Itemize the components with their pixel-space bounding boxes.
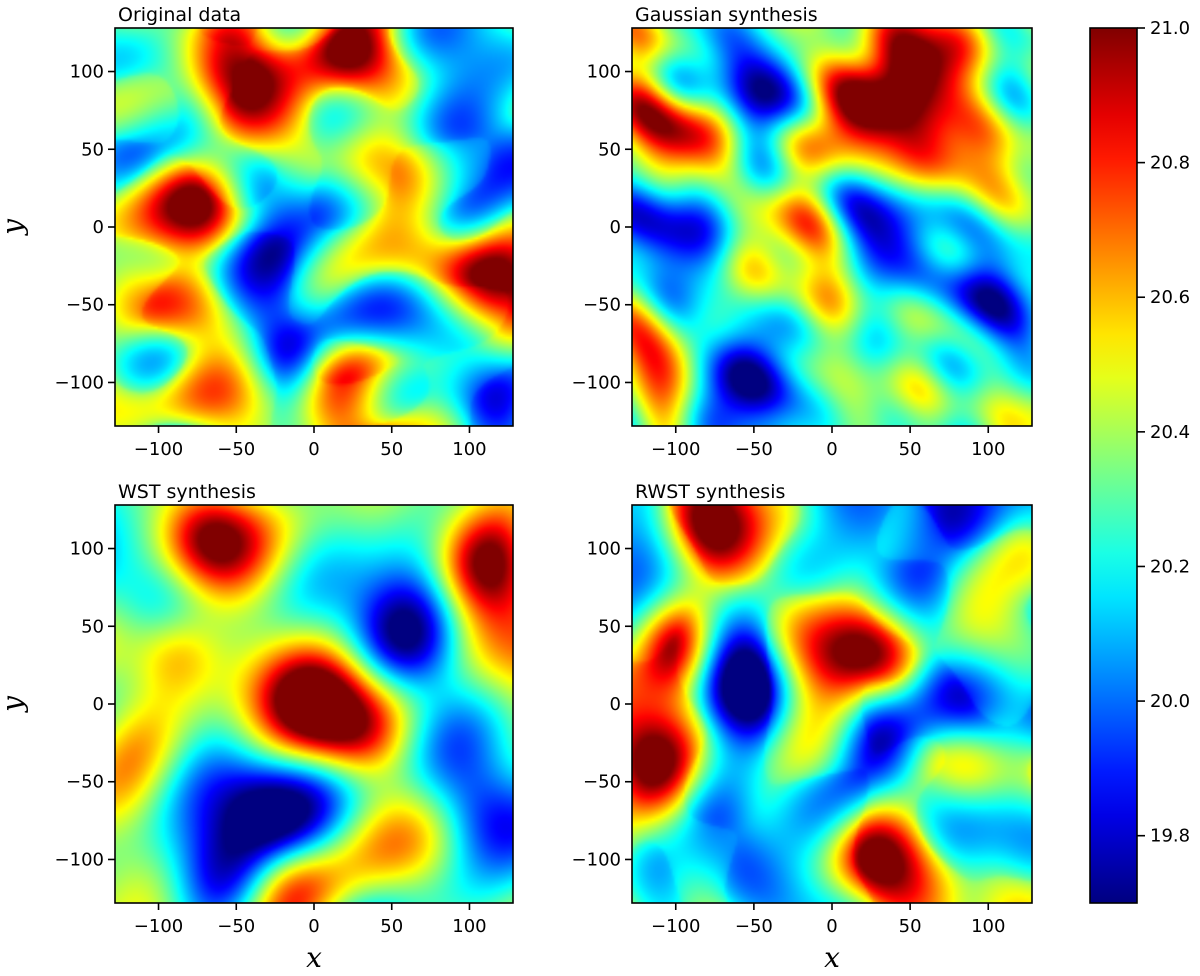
y-tick-label: 50 (598, 616, 621, 637)
x-tick-label: −100 (134, 439, 183, 460)
x-tick-label: 0 (826, 916, 837, 937)
x-tick-label: −100 (134, 916, 183, 937)
y-tick-label: −100 (572, 372, 621, 393)
y-tick-label: 0 (93, 694, 104, 715)
x-tick-label: −100 (651, 916, 700, 937)
x-tick-label: 0 (308, 439, 319, 460)
colorbar-tick-label: 20.6 (1150, 287, 1190, 308)
y-tick-label: −100 (55, 372, 104, 393)
y-tick-label: 100 (587, 62, 621, 83)
heatmap-image (632, 505, 1032, 903)
x-tick-label: −50 (735, 439, 773, 460)
y-tick-label: −50 (66, 295, 104, 316)
x-tick-label: 100 (452, 916, 486, 937)
x-tick-label: −100 (651, 439, 700, 460)
colorbar-gradient (1090, 28, 1137, 903)
colorbar-tick-label: 19.8 (1150, 826, 1190, 847)
y-tick-label: 50 (81, 139, 104, 160)
colorbar-tick-label: 20.0 (1150, 691, 1190, 712)
panel-title: WST synthesis (118, 481, 256, 503)
colorbar-tick-label: 20.8 (1150, 153, 1190, 174)
colorbar-tick-label: 20.4 (1150, 422, 1190, 443)
x-tick-label: 0 (308, 916, 319, 937)
colorbar: 19.8 20.0 20.2 20.4 20.6 20.8 21.0 (1089, 18, 1190, 904)
heatmap-image (632, 28, 1032, 426)
y-tick-label: −50 (66, 772, 104, 793)
y-tick-label: −100 (572, 849, 621, 870)
x-tick-label: 50 (380, 916, 403, 937)
colorbar-tick-label: 21.0 (1150, 18, 1190, 39)
y-tick-label: 100 (70, 62, 104, 83)
panel-title: Gaussian synthesis (635, 4, 818, 26)
x-tick-label: 50 (380, 439, 403, 460)
x-tick-label: 50 (899, 439, 922, 460)
y-tick-label: 50 (81, 616, 104, 637)
panel-3: WST synthesis −100 −50 0 50 100 −100 −50 0 50 100 x… (0, 481, 514, 974)
panel-4: RWST synthesis −100 −50 0 50 100 −100 −50 0 50 100… (572, 481, 1033, 974)
y-axis-label: y (0, 695, 29, 714)
x-tick-label: 100 (971, 916, 1005, 937)
x-tick-label: −50 (735, 916, 773, 937)
y-tick-label: 0 (610, 217, 621, 238)
panel-2: Gaussian synthesis −100 −50 0 50 100 −100 −50 0 5… (572, 4, 1033, 460)
x-tick-label: −50 (217, 439, 255, 460)
heatmap-image (115, 505, 513, 903)
x-tick-label: 100 (971, 439, 1005, 460)
panel-1: Original data −100 −50 0 50 100 −100 −50 0 50 100 y (0, 4, 514, 460)
colorbar-frame (1089, 27, 1138, 904)
x-tick-label: 100 (452, 439, 486, 460)
x-axis-label: x (824, 941, 840, 974)
panel-title: RWST synthesis (635, 481, 785, 503)
heatmap-image (115, 28, 513, 426)
y-tick-label: −100 (55, 849, 104, 870)
y-tick-label: 100 (70, 539, 104, 560)
x-axis-label: x (306, 941, 322, 974)
y-tick-label: 0 (610, 694, 621, 715)
colorbar-tick-label: 20.2 (1150, 556, 1190, 577)
panel-title: Original data (118, 4, 241, 26)
y-tick-label: 0 (93, 217, 104, 238)
y-axis-label: y (0, 218, 29, 237)
y-tick-label: 100 (587, 539, 621, 560)
y-tick-label: 50 (598, 139, 621, 160)
y-tick-label: −50 (583, 772, 621, 793)
x-tick-label: 0 (826, 439, 837, 460)
x-tick-label: −50 (217, 916, 255, 937)
panels: Original data −100 −50 0 50 100 −100 −50 0 50 100 y… (0, 4, 1033, 974)
y-tick-label: −50 (583, 295, 621, 316)
x-tick-label: 50 (899, 916, 922, 937)
